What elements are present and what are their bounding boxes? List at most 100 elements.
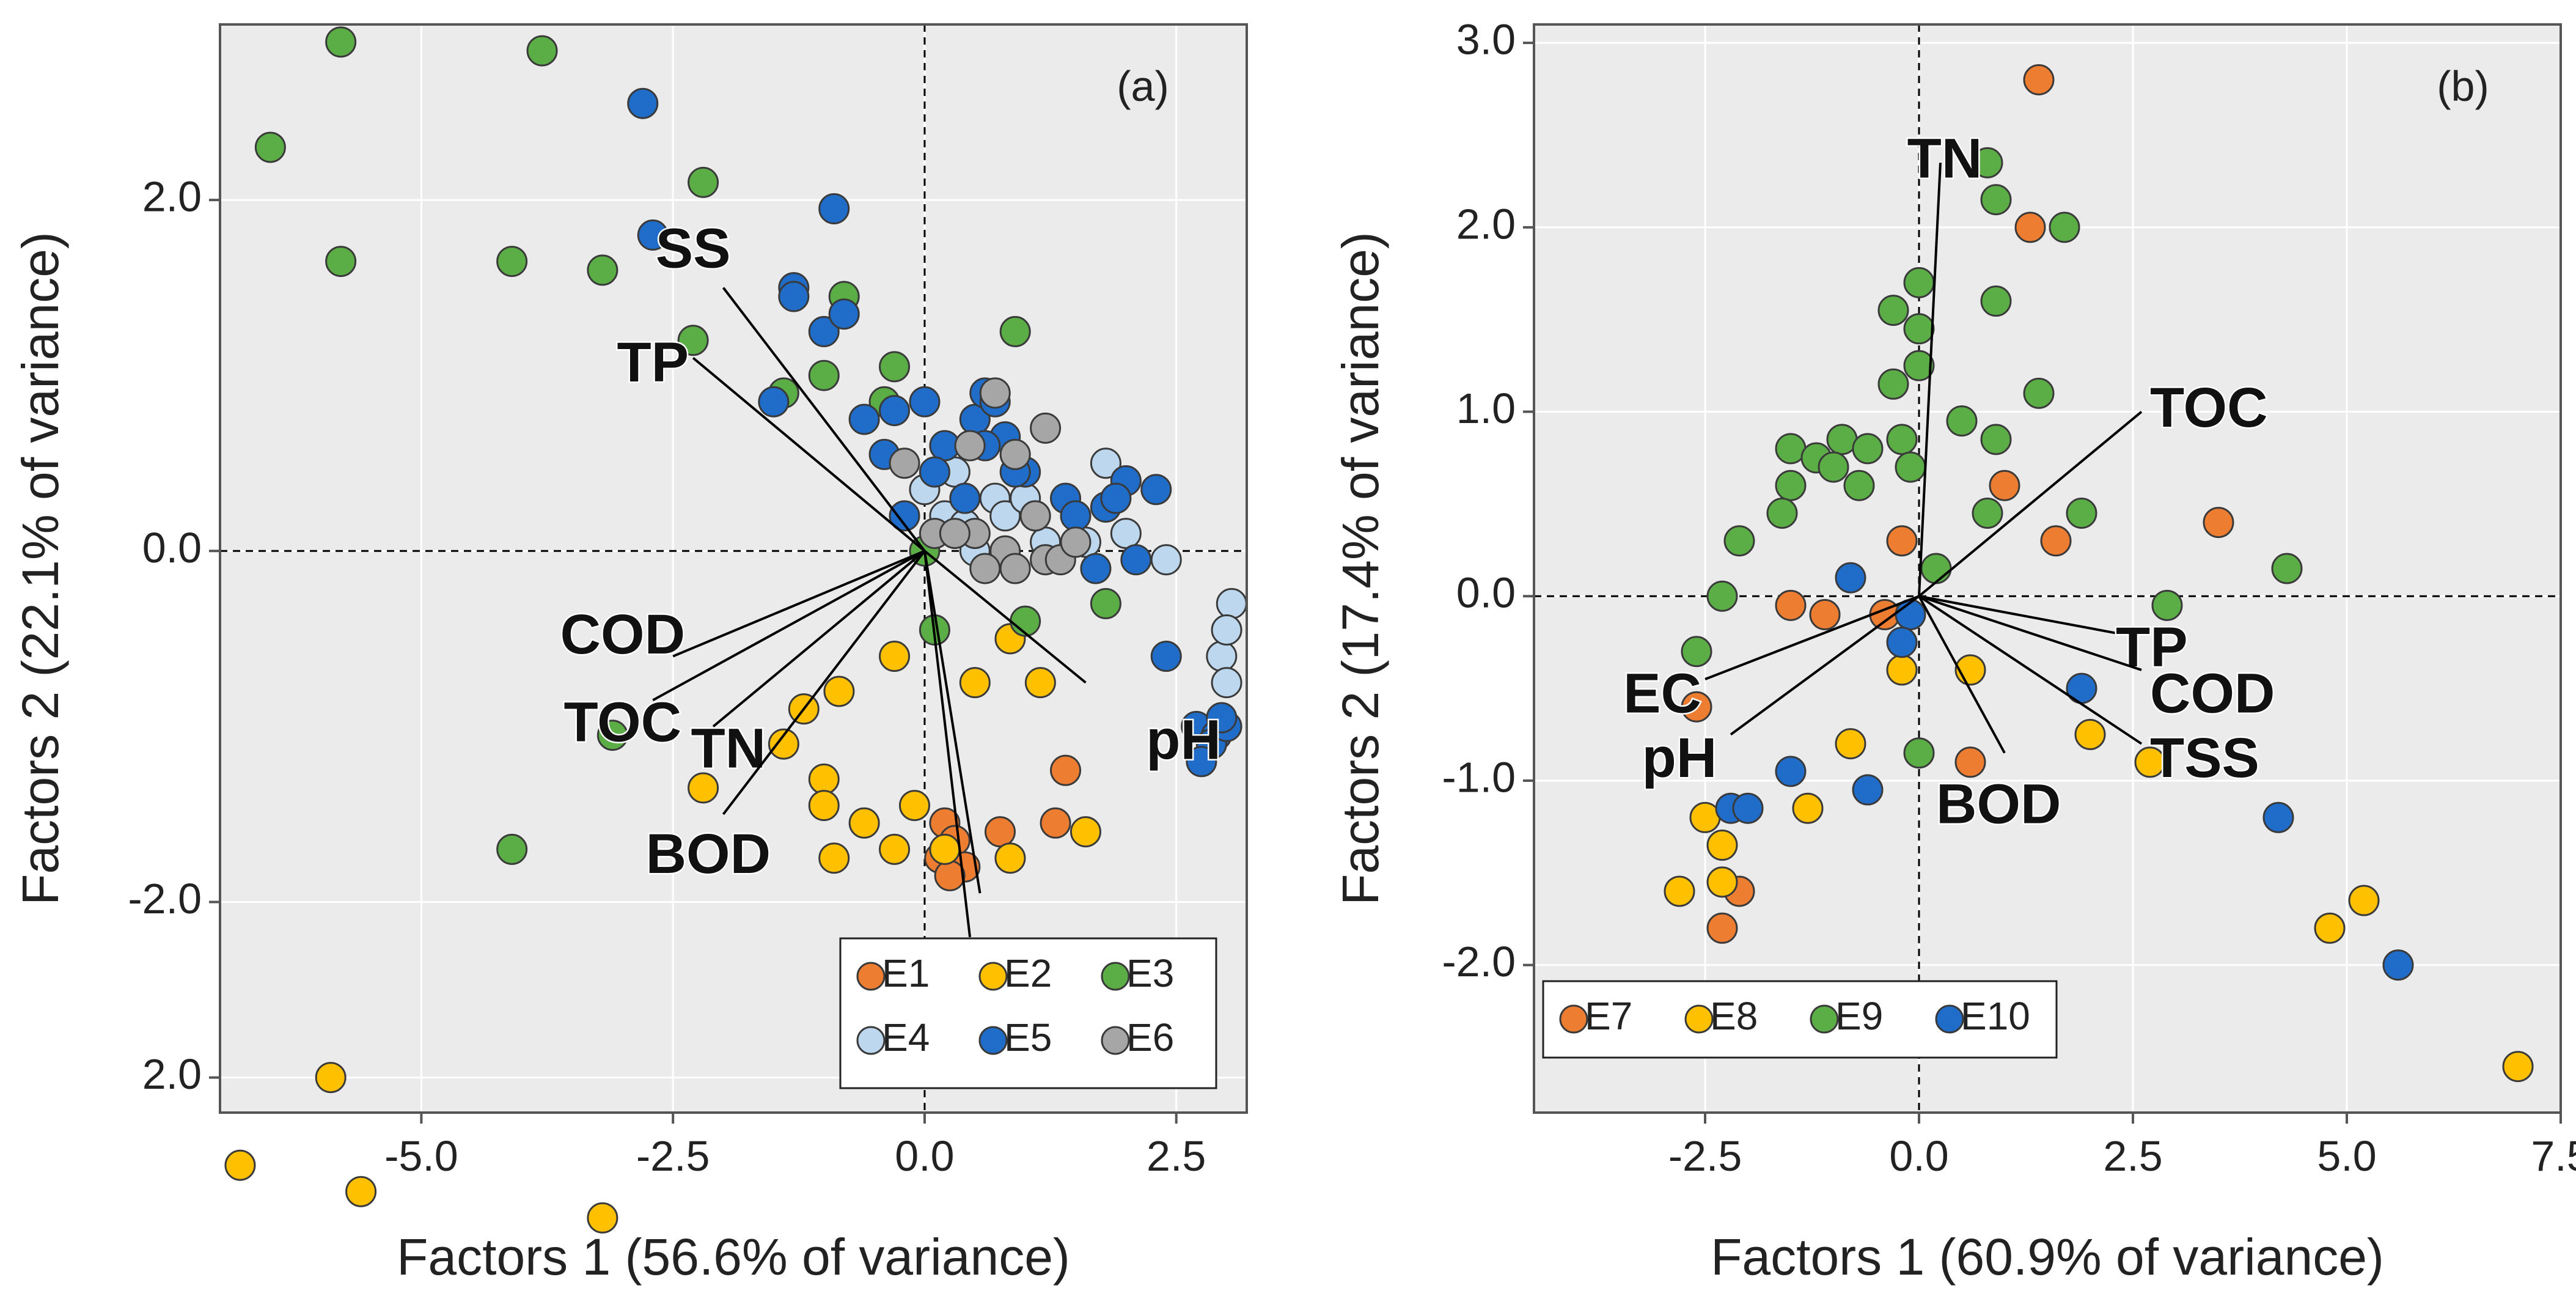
legend-box — [839, 937, 1217, 1089]
legend-label: E1 — [882, 951, 930, 995]
legend-label: E6 — [1126, 1015, 1174, 1059]
data-point — [1024, 667, 1056, 699]
data-point — [1681, 691, 1712, 723]
data-point — [808, 790, 840, 822]
data-point — [1989, 469, 2020, 501]
data-point — [999, 438, 1031, 470]
data-point — [1019, 500, 1051, 532]
data-point — [1886, 654, 1918, 686]
loading-label-tp: TP — [617, 331, 689, 394]
data-point — [818, 842, 850, 874]
data-point — [1090, 447, 1121, 479]
data-point — [828, 298, 860, 330]
data-point — [2203, 507, 2234, 539]
legend-box — [1542, 980, 2058, 1059]
data-point — [2074, 719, 2106, 751]
legend-marker — [856, 962, 886, 991]
data-point — [1903, 267, 1935, 298]
loading-line-cod — [1918, 595, 2142, 671]
data-point — [909, 386, 941, 418]
loading-label-toc: TOC — [564, 691, 682, 754]
data-point — [959, 667, 991, 699]
data-point — [1050, 754, 1082, 786]
series-e8 — [1664, 654, 2534, 1083]
data-point — [919, 456, 950, 488]
data-point — [688, 166, 719, 198]
series-e9 — [1681, 147, 2303, 769]
legend-marker — [856, 1026, 886, 1055]
series-e2 — [224, 623, 1101, 1234]
data-point — [1920, 553, 1952, 584]
data-point — [778, 281, 810, 312]
panel-b-label: (b) — [2437, 62, 2489, 110]
legend-label: E7 — [1585, 994, 1632, 1038]
data-point — [1681, 636, 1712, 668]
y-tick-label: -2.0 — [1442, 938, 1516, 985]
legend-item-e2: E2 — [978, 951, 1052, 995]
loading-label-ph: pH — [1146, 709, 1221, 771]
data-point — [1972, 497, 2003, 529]
data-point — [345, 1176, 377, 1207]
y-tick-label: -1.0 — [1442, 753, 1516, 801]
data-point — [596, 720, 628, 751]
loading-line-toc — [1918, 411, 2143, 597]
loading-label-cod: COD — [2150, 662, 2275, 724]
legend-marker — [1935, 1004, 1964, 1034]
data-point — [879, 641, 911, 672]
legend-label: E9 — [1835, 994, 1883, 1038]
data-point — [1150, 641, 1182, 672]
data-point — [879, 833, 911, 865]
panel-b-xlabel: Factors 1 (60.9% of variance) — [1711, 1228, 2384, 1286]
data-point — [934, 860, 966, 891]
data-point — [315, 1062, 347, 1094]
series-e5 — [627, 87, 1242, 778]
data-point — [224, 1149, 256, 1181]
loading-line-tn — [1918, 163, 1942, 597]
data-point — [929, 833, 961, 865]
x-tick-label: 2.5 — [1147, 1132, 1206, 1180]
series-e6 — [889, 377, 1092, 584]
data-point — [1080, 553, 1112, 584]
loading-label-bod: BOD — [646, 823, 771, 885]
data-point — [999, 315, 1031, 347]
loading-label-ss: SS — [656, 218, 731, 280]
legend-marker — [1101, 1026, 1130, 1055]
data-point — [1706, 912, 1738, 944]
x-tick-label: 7.5 — [2531, 1132, 2576, 1180]
data-point — [994, 842, 1026, 874]
data-point — [999, 553, 1031, 584]
loading-line-ec — [1704, 595, 1920, 680]
data-point — [889, 447, 920, 479]
data-point — [1980, 285, 2012, 317]
loading-line-ph — [923, 551, 972, 938]
y-tick-label: 0.0 — [142, 524, 202, 572]
data-point — [1206, 641, 1238, 672]
data-point — [1877, 295, 1909, 326]
data-point — [2271, 553, 2303, 584]
data-point — [954, 430, 986, 462]
loading-line-ss — [722, 287, 926, 552]
data-point — [1775, 756, 1807, 787]
data-point — [1903, 350, 1935, 381]
y-tick-label: -2.0 — [128, 875, 202, 922]
loading-line-ph — [1730, 595, 1920, 736]
loading-label-tn: TN — [691, 718, 766, 780]
data-point — [2502, 1051, 2534, 1083]
data-point — [2023, 377, 2055, 409]
data-point — [1980, 424, 2012, 455]
loading-label-ph: pH — [1642, 727, 1717, 789]
data-point — [1775, 469, 1807, 501]
data-point — [1946, 405, 1978, 437]
legend-marker — [978, 1026, 1008, 1055]
legend-item-e6: E6 — [1101, 1015, 1174, 1059]
data-point — [1835, 728, 1866, 760]
data-point — [627, 87, 659, 119]
data-point — [526, 35, 558, 67]
loading-label-cod: COD — [560, 603, 685, 666]
loading-line-cod — [672, 550, 925, 658]
data-point — [1706, 830, 1738, 861]
data-point — [1886, 525, 1918, 557]
legend-marker — [1684, 1004, 1714, 1034]
